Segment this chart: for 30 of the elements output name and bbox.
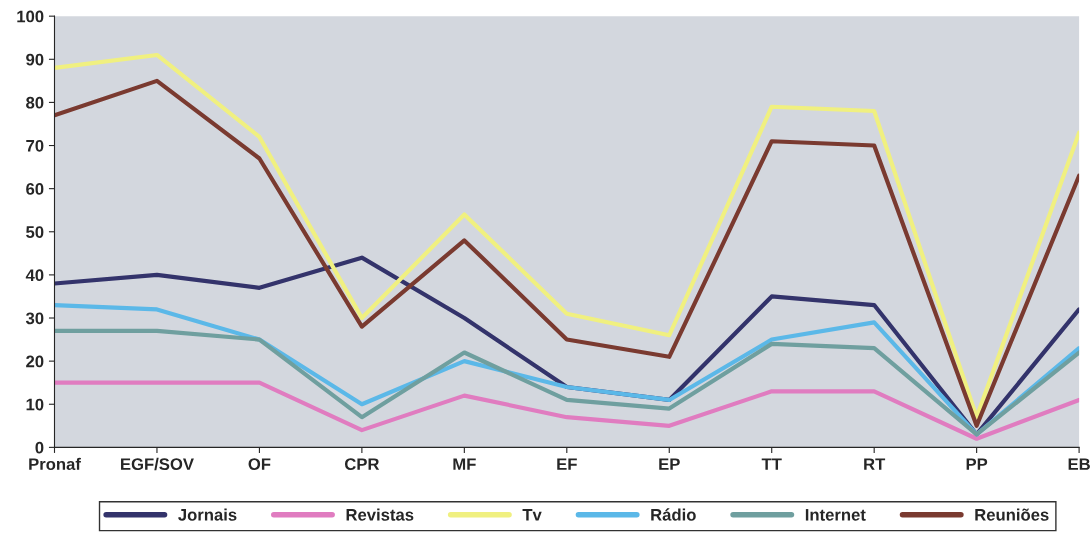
line-series (54, 380, 1080, 441)
x-tick-label: EGF/SOV (121, 457, 194, 471)
y-tick-label: 50 (26, 226, 44, 238)
legend-label: Reuniões (975, 508, 1049, 521)
x-tick-label: CPR (344, 458, 380, 471)
y-tick-label: 90 (26, 53, 44, 66)
x-tick-label: EP (659, 458, 680, 470)
y-tick-label: 30 (25, 312, 44, 325)
x-tick-label: TT (761, 458, 782, 470)
x-tick-label: RT (864, 458, 886, 470)
x-tick-label: Pronaf (29, 457, 81, 471)
y-tick-label: 0 (35, 441, 44, 454)
x-tick-label: OF (248, 458, 271, 471)
x-tick-label: EF (557, 458, 577, 470)
legend-label: Revistas (346, 508, 414, 521)
x-tick-label: PP (966, 458, 988, 470)
y-tick-label: 10 (26, 398, 44, 411)
x-tick-label: MF (453, 458, 476, 470)
y-tick-label: 20 (26, 355, 44, 368)
legend-label: Tv (522, 509, 542, 521)
x-tick-label: EB (1068, 458, 1090, 470)
y-tick-label: 60 (26, 183, 44, 195)
y-tick-label: 40 (25, 269, 44, 282)
legend-label: Jornais (178, 508, 237, 521)
y-tick-label: 80 (26, 96, 44, 109)
legend-label: Internet (805, 509, 866, 521)
legend-label: Rádio (651, 508, 696, 521)
y-tick-label: 100 (17, 10, 44, 23)
line-series (54, 328, 1080, 437)
y-tick-label: 70 (26, 139, 44, 152)
